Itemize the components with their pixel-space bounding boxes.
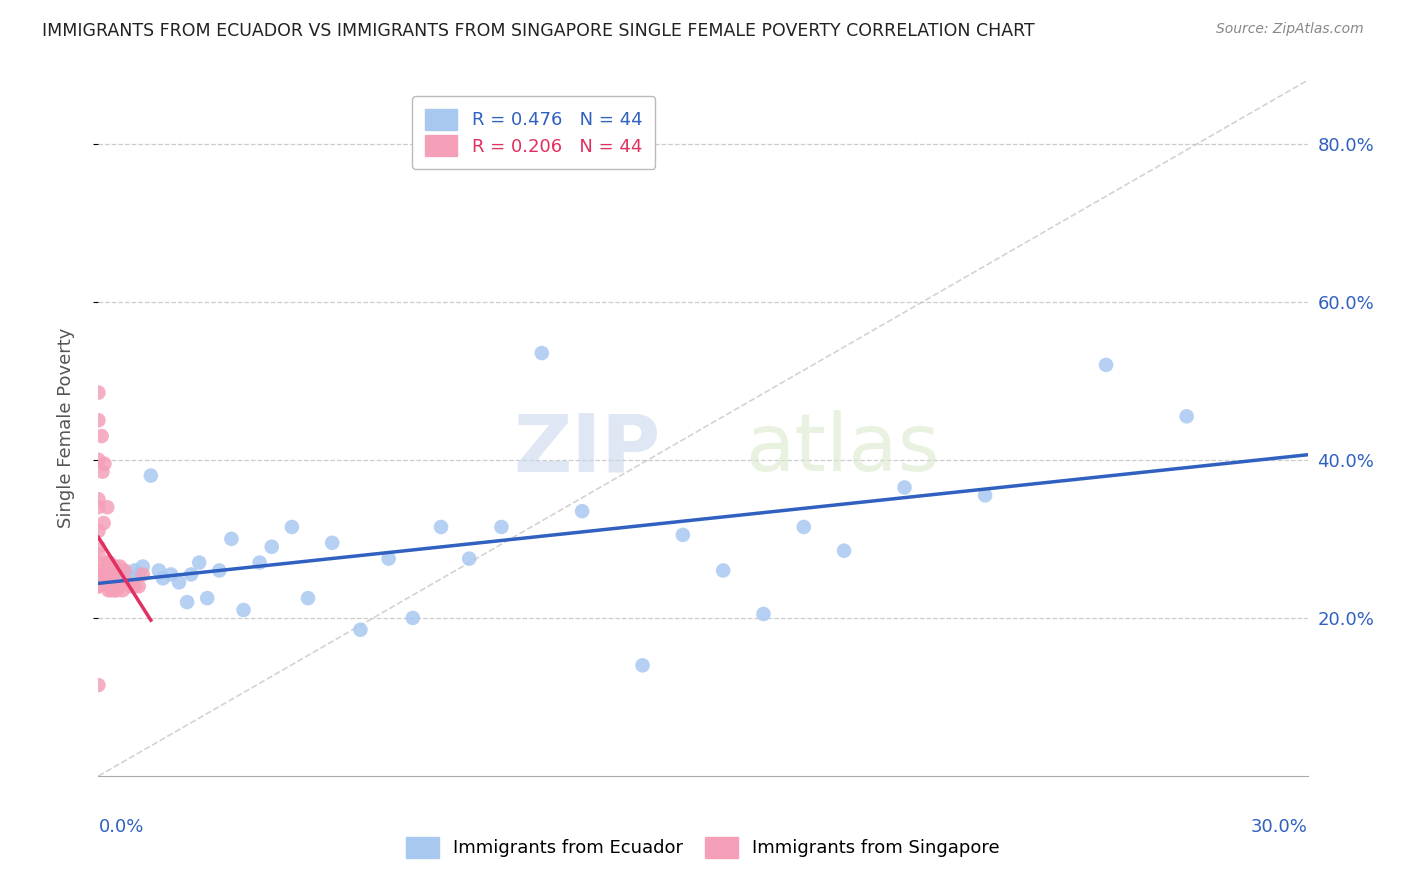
Text: 0.0%: 0.0% [98, 818, 143, 836]
Point [180, 567, 202, 582]
Point [631, 658, 654, 673]
Point [100, 583, 122, 598]
Point [124, 579, 146, 593]
Point [90, 429, 112, 443]
Point [87, 556, 110, 570]
Point [98, 556, 121, 570]
Point [974, 488, 997, 502]
Point [87, 524, 110, 538]
Text: IMMIGRANTS FROM ECUADOR VS IMMIGRANTS FROM SINGAPORE SINGLE FEMALE POVERTY CORRE: IMMIGRANTS FROM ECUADOR VS IMMIGRANTS FR… [42, 22, 1035, 40]
Point [89, 575, 111, 590]
Point [87, 385, 110, 400]
Point [260, 540, 283, 554]
Point [120, 579, 142, 593]
Point [111, 564, 134, 578]
Point [100, 567, 122, 582]
Point [208, 564, 231, 578]
Point [104, 559, 127, 574]
Point [96, 500, 118, 515]
Point [87, 548, 110, 562]
Point [87, 564, 110, 578]
Point [297, 591, 319, 606]
Point [132, 559, 155, 574]
Point [87, 579, 110, 593]
Point [167, 575, 190, 590]
Point [188, 556, 211, 570]
Point [87, 540, 110, 554]
Point [87, 571, 110, 585]
Point [711, 564, 734, 578]
Point [107, 579, 129, 593]
Point [195, 591, 218, 606]
Point [321, 536, 343, 550]
Text: Source: ZipAtlas.com: Source: ZipAtlas.com [1216, 22, 1364, 37]
Point [793, 520, 815, 534]
Point [1095, 358, 1118, 372]
Point [176, 595, 198, 609]
Point [91, 567, 114, 582]
Point [100, 575, 122, 590]
Point [571, 504, 593, 518]
Point [160, 567, 183, 582]
Point [94, 567, 117, 582]
Y-axis label: Single Female Poverty: Single Female Poverty [56, 328, 75, 528]
Text: atlas: atlas [745, 410, 939, 488]
Point [111, 583, 134, 598]
Point [132, 567, 155, 582]
Point [221, 532, 243, 546]
Point [128, 579, 150, 593]
Point [120, 571, 142, 585]
Point [148, 564, 170, 578]
Point [107, 571, 129, 585]
Point [349, 623, 371, 637]
Point [97, 556, 120, 570]
Legend: Immigrants from Ecuador, Immigrants from Singapore: Immigrants from Ecuador, Immigrants from… [399, 830, 1007, 865]
Point [103, 567, 125, 582]
Point [93, 457, 115, 471]
Text: 30.0%: 30.0% [1251, 818, 1308, 836]
Point [832, 543, 855, 558]
Point [124, 564, 146, 578]
Point [752, 607, 775, 621]
Point [530, 346, 553, 360]
Point [672, 528, 695, 542]
Point [105, 583, 128, 598]
Point [249, 556, 271, 570]
Point [96, 567, 118, 582]
Point [458, 551, 481, 566]
Point [402, 611, 425, 625]
Point [281, 520, 304, 534]
Point [93, 516, 115, 530]
Text: ZIP: ZIP [513, 410, 661, 488]
Point [430, 520, 453, 534]
Point [97, 583, 120, 598]
Point [87, 492, 110, 507]
Point [232, 603, 254, 617]
Point [114, 564, 136, 578]
Point [377, 551, 399, 566]
Point [491, 520, 513, 534]
Point [103, 583, 125, 598]
Point [115, 567, 138, 582]
Point [115, 575, 138, 590]
Point [139, 468, 162, 483]
Point [100, 567, 122, 582]
Point [91, 465, 114, 479]
Point [87, 500, 110, 515]
Point [103, 567, 125, 582]
Point [87, 413, 110, 427]
Point [87, 678, 110, 692]
Point [87, 452, 110, 467]
Point [101, 575, 124, 590]
Point [152, 571, 174, 585]
Point [108, 559, 131, 574]
Point [94, 575, 117, 590]
Legend: R = 0.476   N = 44, R = 0.206   N = 44: R = 0.476 N = 44, R = 0.206 N = 44 [412, 96, 655, 169]
Point [1175, 409, 1198, 424]
Point [87, 579, 110, 593]
Point [893, 480, 915, 494]
Point [128, 567, 150, 582]
